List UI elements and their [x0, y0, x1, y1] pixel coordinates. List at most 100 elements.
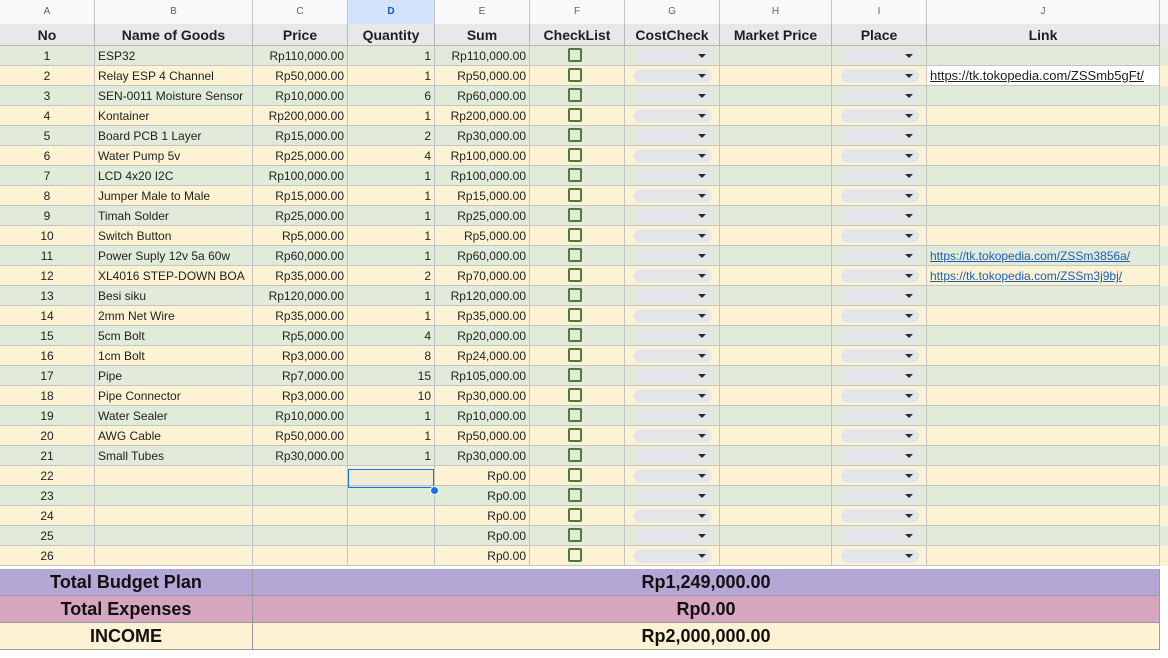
quantity-cell[interactable]: 10	[348, 386, 435, 406]
header-name-of-goods[interactable]: Name of Goods	[95, 24, 253, 46]
sum-cell[interactable]: Rp10,000.00	[435, 406, 530, 426]
price-cell[interactable]: Rp5,000.00	[253, 326, 348, 346]
place-dropdown[interactable]	[841, 289, 919, 303]
column-letter-e[interactable]: E	[435, 0, 530, 24]
place-cell[interactable]	[832, 166, 927, 186]
place-cell[interactable]	[832, 466, 927, 486]
sum-cell[interactable]: Rp100,000.00	[435, 166, 530, 186]
header-link[interactable]: Link	[927, 24, 1160, 46]
costcheck-cell[interactable]	[625, 546, 720, 566]
market-price-cell[interactable]	[720, 546, 832, 566]
costcheck-dropdown[interactable]	[634, 469, 712, 483]
checklist-cell[interactable]	[530, 346, 625, 366]
price-cell[interactable]: Rp50,000.00	[253, 66, 348, 86]
checklist-cell[interactable]	[530, 546, 625, 566]
link-cell[interactable]	[927, 226, 1160, 246]
link-cell[interactable]	[927, 526, 1160, 546]
checklist-checkbox[interactable]	[568, 388, 582, 402]
sum-cell[interactable]: Rp70,000.00	[435, 266, 530, 286]
name-cell[interactable]: AWG Cable	[95, 426, 253, 446]
price-cell[interactable]: Rp3,000.00	[253, 386, 348, 406]
place-dropdown[interactable]	[841, 189, 919, 203]
costcheck-cell[interactable]	[625, 526, 720, 546]
costcheck-dropdown[interactable]	[634, 529, 712, 543]
checklist-checkbox[interactable]	[568, 468, 582, 482]
costcheck-cell[interactable]	[625, 166, 720, 186]
checklist-cell[interactable]	[530, 366, 625, 386]
costcheck-cell[interactable]	[625, 86, 720, 106]
checklist-checkbox[interactable]	[568, 148, 582, 162]
price-cell[interactable]: Rp15,000.00	[253, 126, 348, 146]
no-cell[interactable]: 8	[0, 186, 95, 206]
market-price-cell[interactable]	[720, 206, 832, 226]
costcheck-dropdown[interactable]	[634, 49, 712, 63]
costcheck-dropdown[interactable]	[634, 449, 712, 463]
checklist-checkbox[interactable]	[568, 128, 582, 142]
price-cell[interactable]	[253, 546, 348, 566]
header-place[interactable]: Place	[832, 24, 927, 46]
name-cell[interactable]: ESP32	[95, 46, 253, 66]
no-cell[interactable]: 15	[0, 326, 95, 346]
price-cell[interactable]: Rp15,000.00	[253, 186, 348, 206]
quantity-cell[interactable]: 1	[348, 66, 435, 86]
no-cell[interactable]: 13	[0, 286, 95, 306]
column-letter-c[interactable]: C	[253, 0, 348, 24]
quantity-cell[interactable]	[348, 526, 435, 546]
checklist-checkbox[interactable]	[568, 48, 582, 62]
price-cell[interactable]	[253, 486, 348, 506]
name-cell[interactable]	[95, 486, 253, 506]
costcheck-cell[interactable]	[625, 106, 720, 126]
place-dropdown[interactable]	[841, 469, 919, 483]
place-cell[interactable]	[832, 306, 927, 326]
price-cell[interactable]: Rp200,000.00	[253, 106, 348, 126]
name-cell[interactable]: LCD 4x20 I2C	[95, 166, 253, 186]
sum-cell[interactable]: Rp30,000.00	[435, 386, 530, 406]
name-cell[interactable]	[95, 466, 253, 486]
checklist-checkbox[interactable]	[568, 168, 582, 182]
price-cell[interactable]: Rp30,000.00	[253, 446, 348, 466]
quantity-cell[interactable]: 1	[348, 286, 435, 306]
costcheck-dropdown[interactable]	[634, 129, 712, 143]
costcheck-dropdown[interactable]	[634, 309, 712, 323]
checklist-cell[interactable]	[530, 86, 625, 106]
quantity-cell[interactable]	[348, 466, 435, 486]
sum-cell[interactable]: Rp30,000.00	[435, 446, 530, 466]
price-cell[interactable]: Rp50,000.00	[253, 426, 348, 446]
link-cell[interactable]	[927, 466, 1160, 486]
name-cell[interactable]: Switch Button	[95, 226, 253, 246]
quantity-cell[interactable]: 1	[348, 186, 435, 206]
place-cell[interactable]	[832, 486, 927, 506]
place-dropdown[interactable]	[841, 549, 919, 563]
name-cell[interactable]: Board PCB 1 Layer	[95, 126, 253, 146]
price-cell[interactable]: Rp25,000.00	[253, 146, 348, 166]
link-cell[interactable]	[927, 146, 1160, 166]
income-label[interactable]: INCOME	[0, 623, 253, 650]
quantity-cell[interactable]: 2	[348, 126, 435, 146]
sum-cell[interactable]: Rp25,000.00	[435, 206, 530, 226]
link-cell[interactable]	[927, 126, 1160, 146]
sum-cell[interactable]: Rp50,000.00	[435, 66, 530, 86]
no-cell[interactable]: 5	[0, 126, 95, 146]
quantity-cell[interactable]: 4	[348, 326, 435, 346]
costcheck-dropdown[interactable]	[634, 369, 712, 383]
costcheck-dropdown[interactable]	[634, 409, 712, 423]
market-price-cell[interactable]	[720, 226, 832, 246]
no-cell[interactable]: 10	[0, 226, 95, 246]
quantity-cell[interactable]: 1	[348, 406, 435, 426]
column-letter-d[interactable]: D	[348, 0, 435, 24]
sum-cell[interactable]: Rp200,000.00	[435, 106, 530, 126]
name-cell[interactable]	[95, 546, 253, 566]
checklist-cell[interactable]	[530, 466, 625, 486]
costcheck-dropdown[interactable]	[634, 69, 712, 83]
checklist-cell[interactable]	[530, 266, 625, 286]
price-cell[interactable]: Rp35,000.00	[253, 306, 348, 326]
quantity-cell[interactable]: 6	[348, 86, 435, 106]
place-cell[interactable]	[832, 386, 927, 406]
place-cell[interactable]	[832, 266, 927, 286]
quantity-cell[interactable]: 15	[348, 366, 435, 386]
name-cell[interactable]	[95, 526, 253, 546]
price-cell[interactable]: Rp120,000.00	[253, 286, 348, 306]
checklist-checkbox[interactable]	[568, 208, 582, 222]
link-cell[interactable]	[927, 166, 1160, 186]
sum-cell[interactable]: Rp0.00	[435, 526, 530, 546]
